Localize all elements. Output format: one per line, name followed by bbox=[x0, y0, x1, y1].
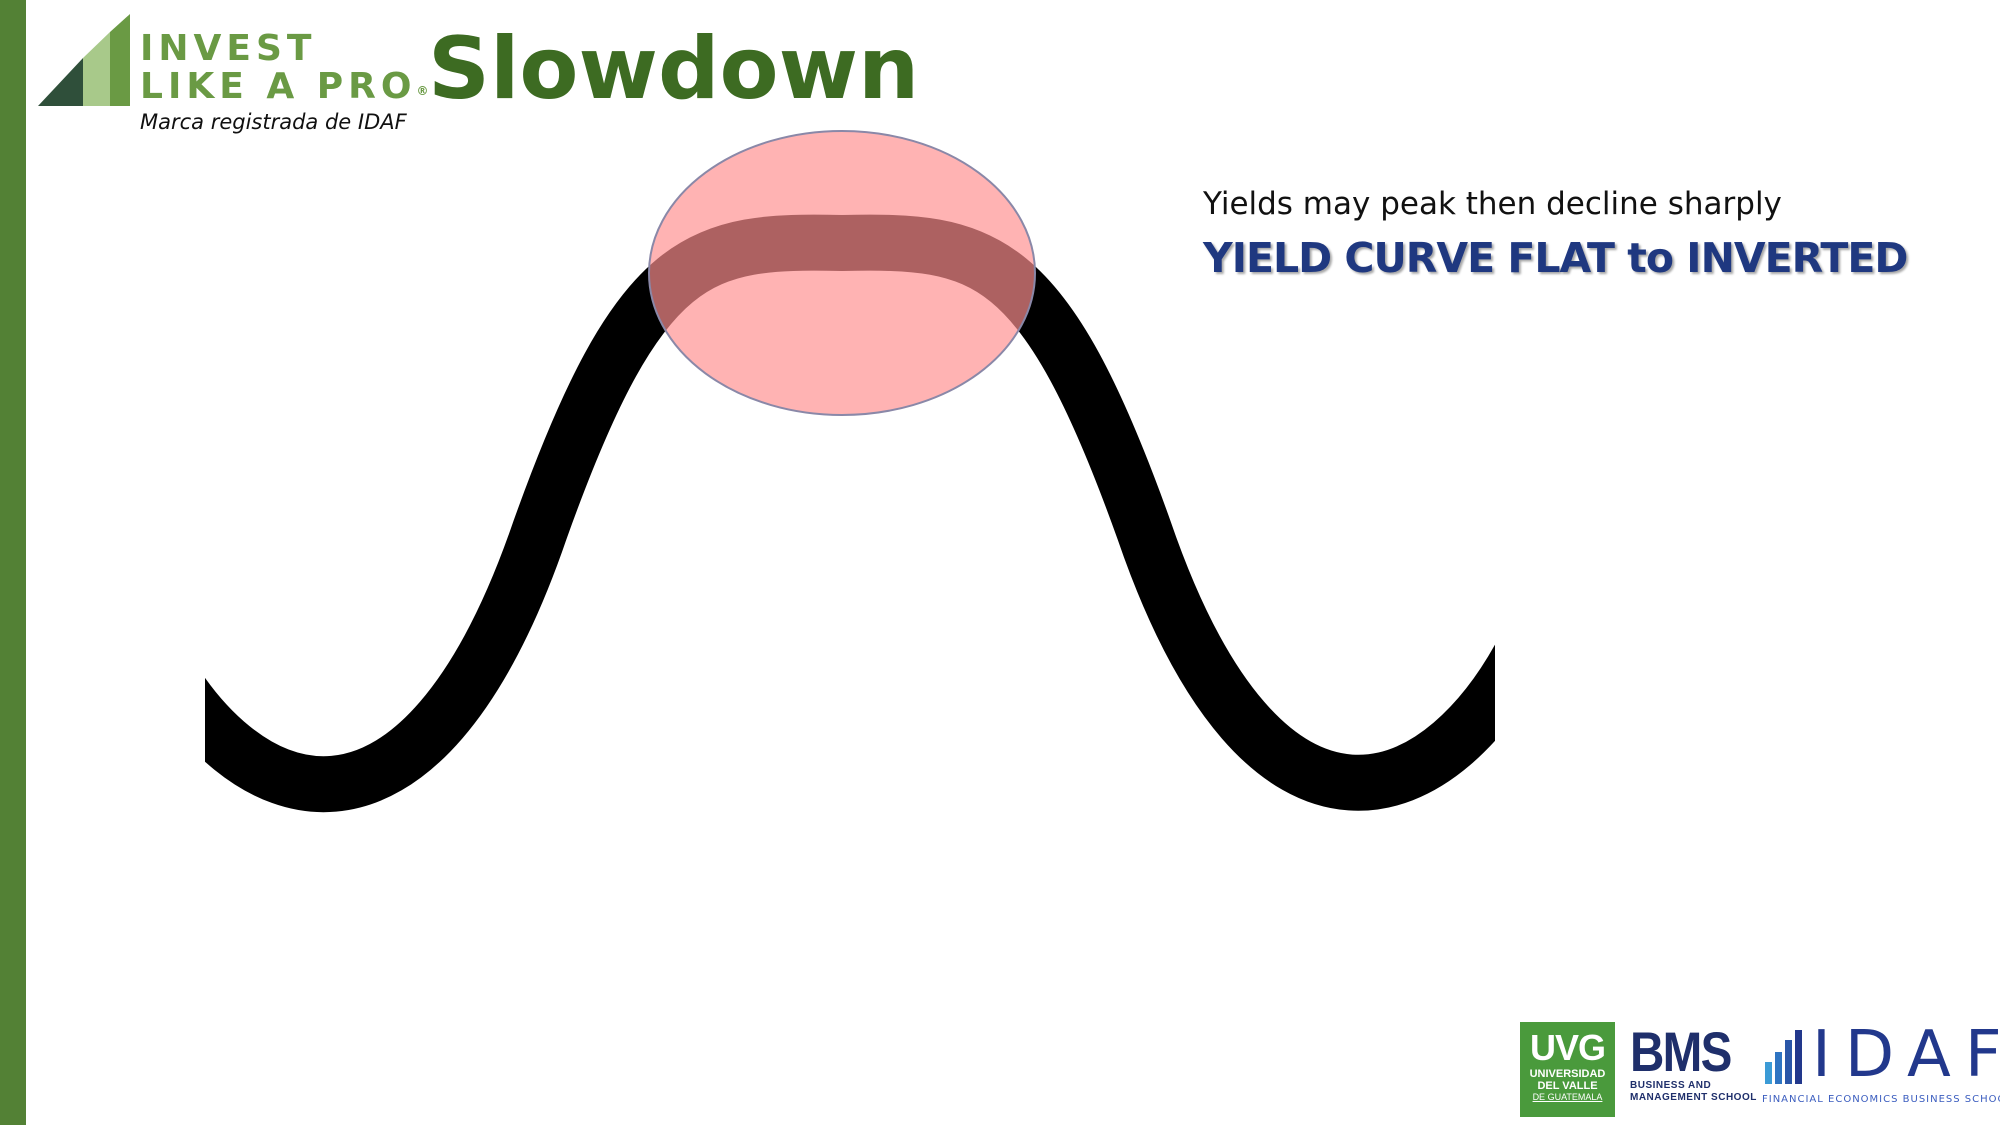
bms-logo-text: BMS bbox=[1630, 1020, 1732, 1083]
uvg-logo-line-3: DE GUATEMALA bbox=[1532, 1092, 1603, 1102]
slide-headline: YIELD CURVE FLAT to INVERTED bbox=[1203, 234, 1908, 282]
uvg-logo: UVG UNIVERSIDAD DEL VALLE DE GUATEMALA bbox=[1520, 1022, 1615, 1117]
invest-like-a-pro-logo-icon bbox=[38, 14, 130, 106]
slide-title: Slowdown bbox=[428, 19, 920, 119]
peak-highlight-ellipse bbox=[648, 130, 1036, 416]
idaf-logo-subtitle: FINANCIAL ECONOMICS BUSINESS SCHOOL bbox=[1762, 1094, 2000, 1105]
uvg-logo-line-2: DEL VALLE bbox=[1537, 1080, 1598, 1092]
accent-bar bbox=[0, 0, 26, 1125]
slide-caption: Yields may peak then decline sharply bbox=[1203, 186, 1782, 222]
idaf-bars-icon bbox=[1765, 1030, 1802, 1084]
bms-logo: BMS BUSINESS AND MANAGEMENT SCHOOL bbox=[1630, 1024, 1757, 1104]
bms-logo-line-1: BUSINESS AND bbox=[1630, 1080, 1712, 1091]
logo-line-1: INVEST bbox=[140, 28, 317, 69]
logo-line-2: LIKE A PRO bbox=[140, 66, 417, 107]
uvg-logo-text: UVG bbox=[1529, 1027, 1606, 1068]
idaf-logo-text: IDAF bbox=[1812, 1018, 2000, 1092]
registered-mark: ® bbox=[416, 84, 429, 98]
logo-subtitle: Marca registrada de IDAF bbox=[140, 110, 407, 134]
uvg-logo-line-1: UNIVERSIDAD bbox=[1529, 1068, 1606, 1080]
logo-wordmark: INVEST LIKE A PRO® bbox=[140, 30, 428, 106]
bms-logo-line-2: MANAGEMENT SCHOOL bbox=[1630, 1092, 1757, 1103]
